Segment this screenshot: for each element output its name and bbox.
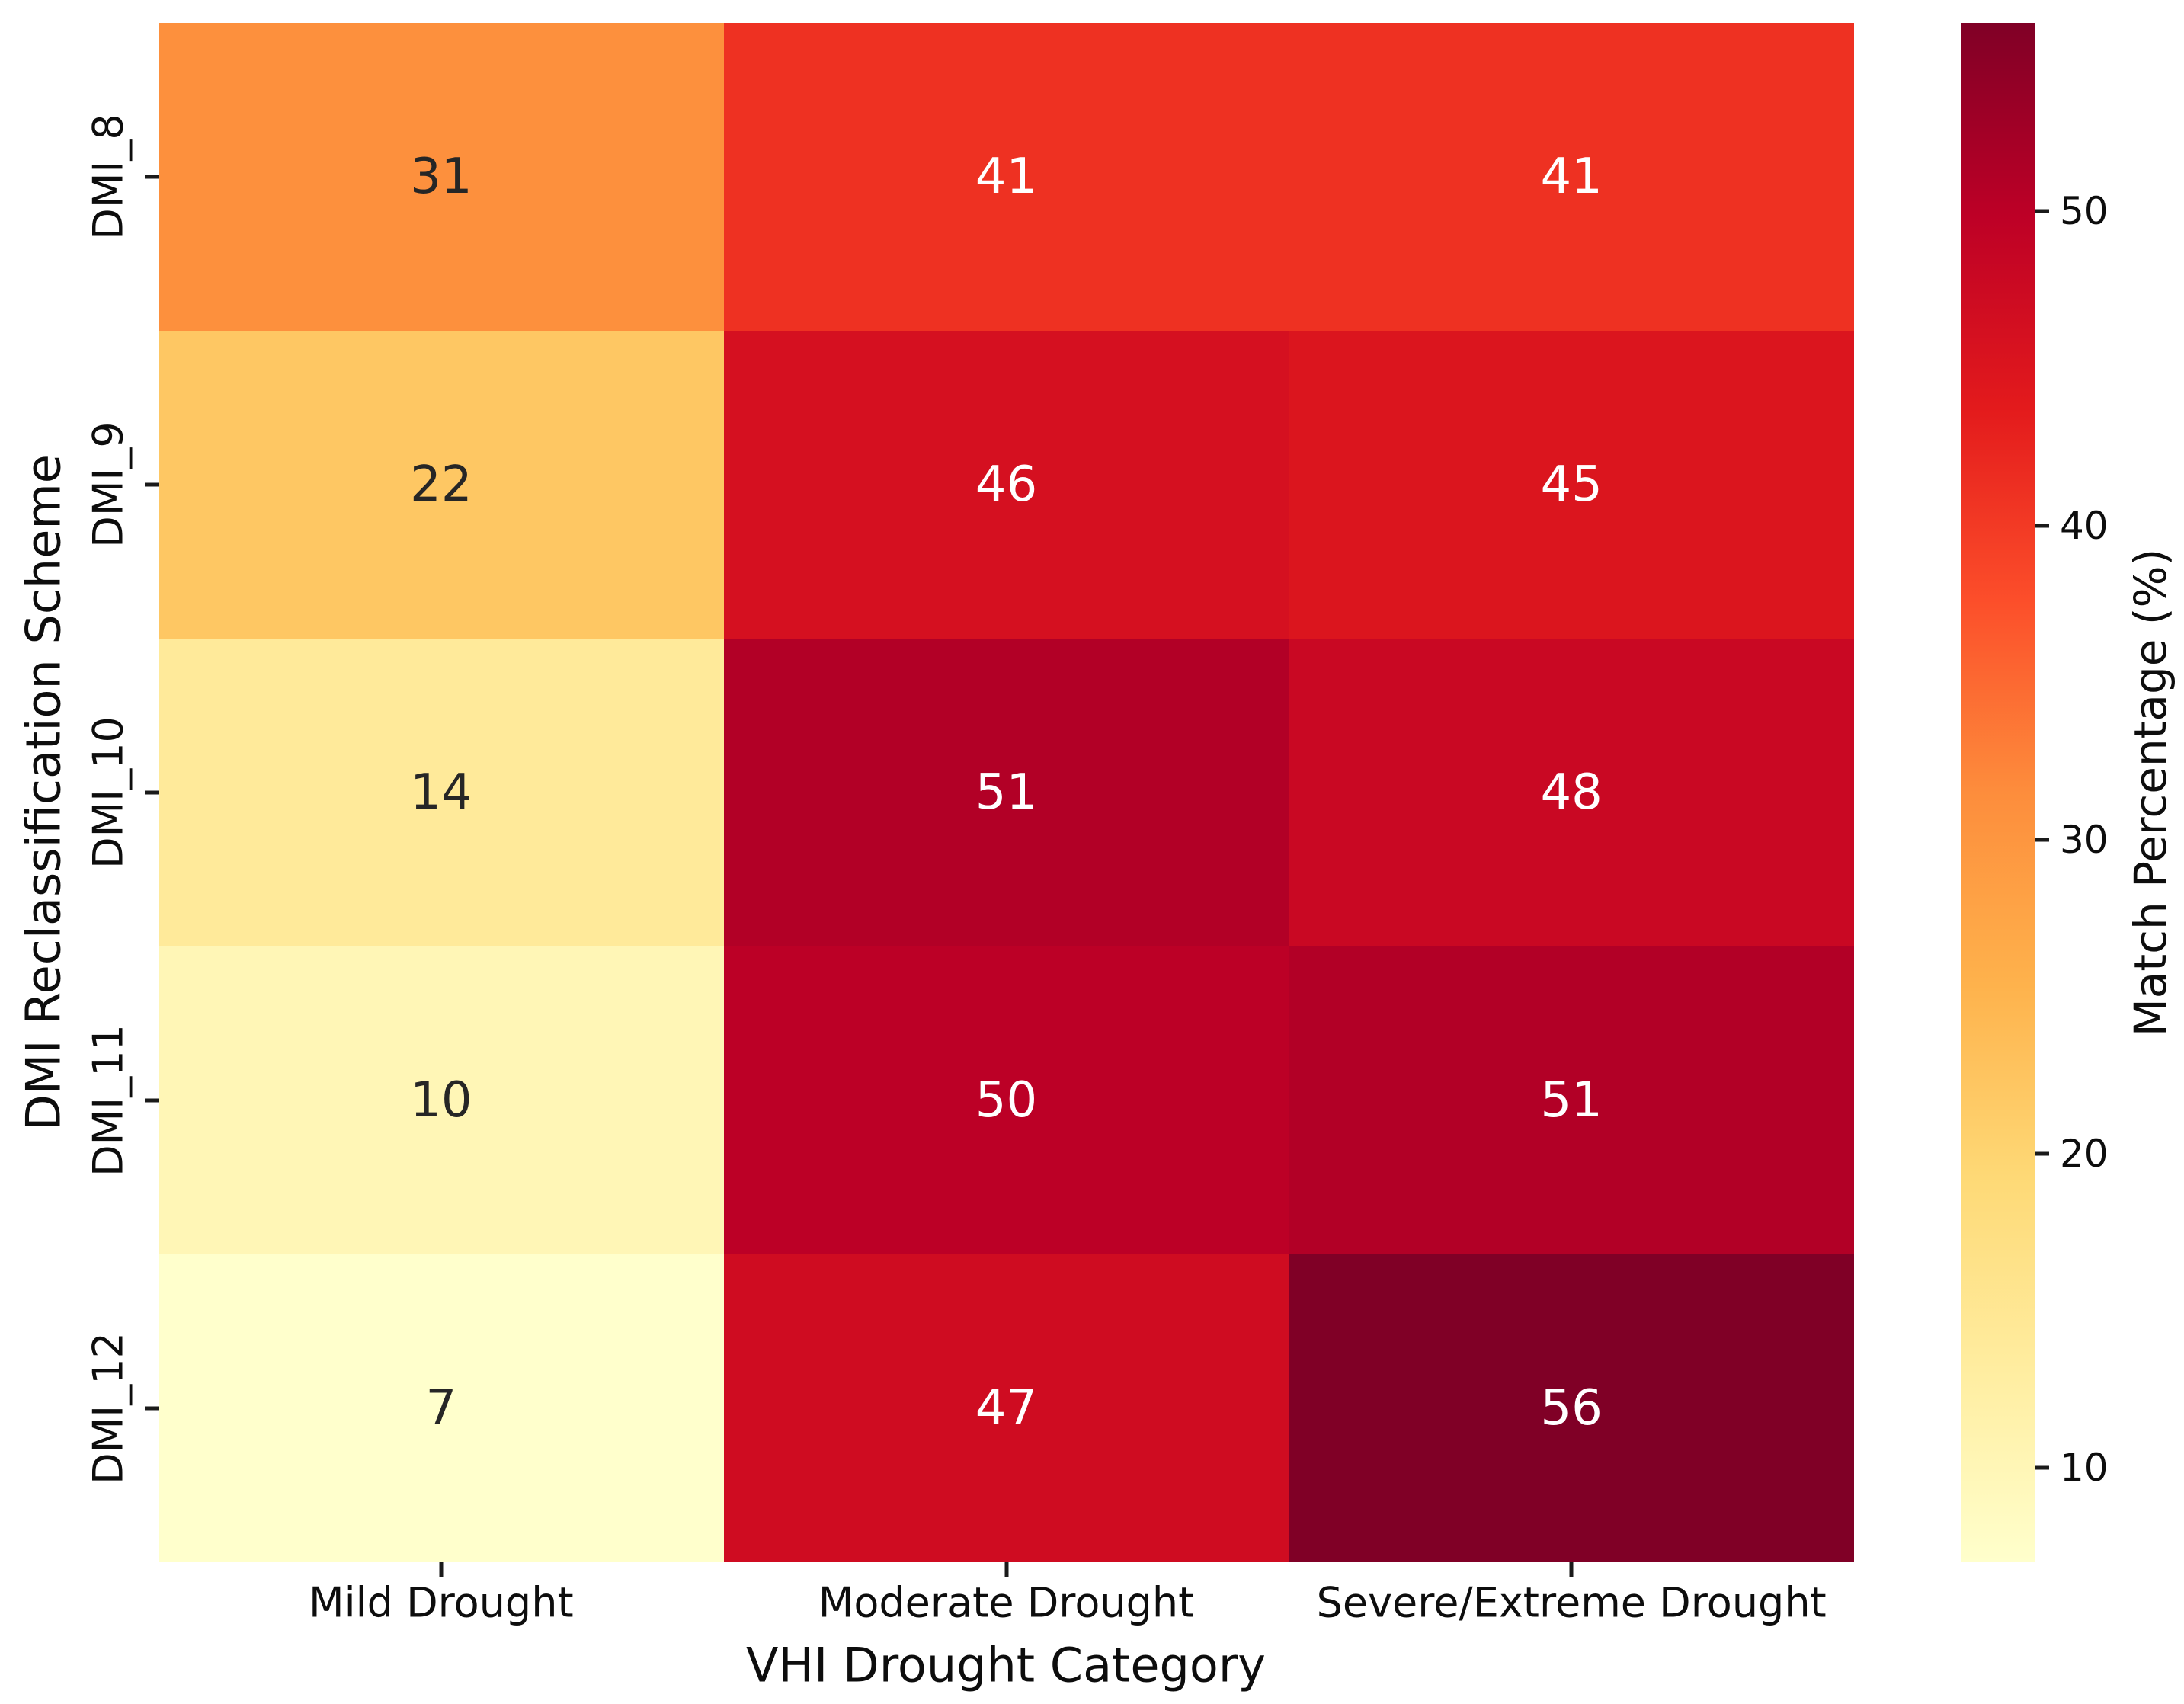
heatmap-cell: 41 xyxy=(723,23,1289,331)
cell-value: 41 xyxy=(1540,149,1603,205)
y-tick-label: DMI_9 xyxy=(84,421,133,548)
x-tick-label: Mild Drought xyxy=(309,1578,574,1627)
y-tick-mark xyxy=(145,1406,159,1411)
x-tick-mark xyxy=(1569,1562,1574,1577)
colorbar-tick-label: 10 xyxy=(2060,1446,2109,1491)
colorbar-tick-mark xyxy=(2035,524,2049,528)
colorbar-tick-mark xyxy=(2035,1151,2049,1156)
colorbar-tick-label: 50 xyxy=(2060,189,2109,234)
x-axis-label: VHI Drought Category xyxy=(746,1637,1266,1693)
cell-value: 7 xyxy=(425,1380,457,1437)
heatmap-cell: 51 xyxy=(723,639,1289,946)
heatmap-cell: 46 xyxy=(723,331,1289,639)
colorbar-tick-label: 30 xyxy=(2060,817,2109,862)
cell-value: 51 xyxy=(975,764,1038,821)
x-tick-label: Severe/Extreme Drought xyxy=(1316,1578,1827,1627)
heatmap-cell: 7 xyxy=(159,1254,724,1562)
heatmap-cell: 31 xyxy=(159,23,724,331)
y-tick-label: DMI_11 xyxy=(84,1024,133,1177)
cell-value: 14 xyxy=(410,764,472,821)
heatmap-cell: 47 xyxy=(723,1254,1289,1562)
cell-value: 46 xyxy=(975,456,1038,513)
y-tick-mark xyxy=(145,790,159,795)
y-tick-label: DMI_12 xyxy=(84,1332,133,1485)
cell-value: 48 xyxy=(1540,764,1603,821)
y-tick-label: DMI_10 xyxy=(84,716,133,869)
colorbar-tick-mark xyxy=(2035,838,2049,842)
heatmap-cell: 45 xyxy=(1289,331,1854,639)
colorbar-label: Match Percentage (%) xyxy=(2125,548,2176,1037)
x-tick-label: Moderate Drought xyxy=(818,1578,1195,1627)
x-tick-mark xyxy=(439,1562,444,1577)
x-tick-mark xyxy=(1004,1562,1008,1577)
heatmap-cell: 10 xyxy=(159,946,724,1254)
colorbar-tick-mark xyxy=(2035,1465,2049,1470)
colorbar-tick-label: 20 xyxy=(2060,1132,2109,1177)
heatmap-cell: 51 xyxy=(1289,946,1854,1254)
cell-value: 31 xyxy=(410,149,472,205)
heatmap-cell: 56 xyxy=(1289,1254,1854,1562)
y-tick-mark xyxy=(145,175,159,179)
cell-value: 51 xyxy=(1540,1072,1603,1129)
y-tick-label: DMI_8 xyxy=(84,114,133,240)
colorbar xyxy=(1961,23,2035,1562)
cell-value: 50 xyxy=(975,1072,1038,1129)
y-tick-mark xyxy=(145,1098,159,1103)
cell-value: 41 xyxy=(975,149,1038,205)
heatmap-cell: 48 xyxy=(1289,639,1854,946)
heatmap-cell: 14 xyxy=(159,639,724,946)
heatmap-cell: 22 xyxy=(159,331,724,639)
cell-value: 22 xyxy=(410,456,472,513)
heatmap-cell: 41 xyxy=(1289,23,1854,331)
heatmap-cell: 50 xyxy=(723,946,1289,1254)
colorbar-tick-mark xyxy=(2035,209,2049,213)
cell-value: 47 xyxy=(975,1380,1038,1437)
colorbar-tick-label: 40 xyxy=(2060,503,2109,548)
heatmap-grid: 31 41 41 22 46 45 14 51 48 10 50 51 7 47 56 xyxy=(159,23,1854,1562)
cell-value: 10 xyxy=(410,1072,472,1129)
y-tick-mark xyxy=(145,482,159,487)
y-axis-label: DMI Reclassification Scheme xyxy=(15,454,72,1131)
cell-value: 45 xyxy=(1540,456,1603,513)
cell-value: 56 xyxy=(1540,1380,1603,1437)
